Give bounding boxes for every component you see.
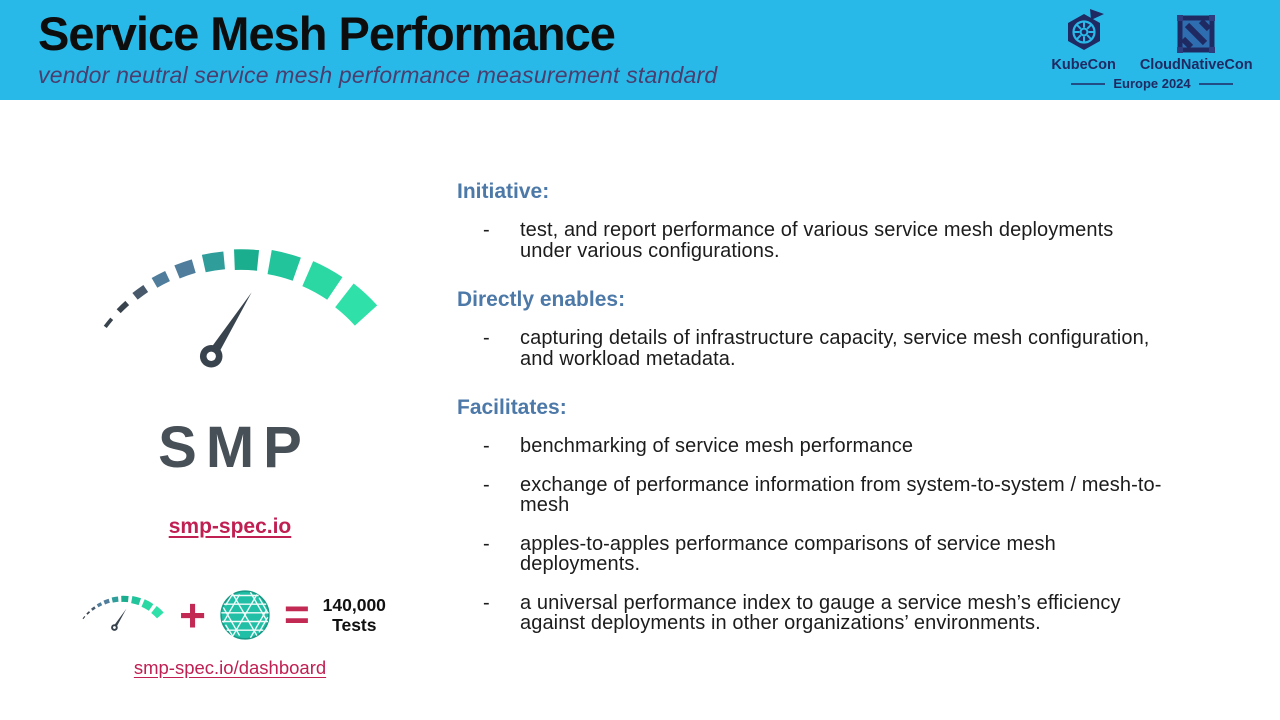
- event-edition: Europe 2024: [1113, 76, 1191, 91]
- section-facilitates: Facilitates: - benchmarking of service m…: [457, 397, 1197, 634]
- smp-gauge-logo: [75, 220, 385, 408]
- bullet-marker: -: [483, 219, 490, 241]
- smp-logo-column: SMP smp-spec.io +: [40, 180, 420, 679]
- section-heading: Initiative:: [457, 180, 550, 203]
- bullet-marker: -: [483, 532, 490, 555]
- content-column: Initiative: - test, and report performan…: [457, 181, 1197, 662]
- event-badge: KubeCon CloudNativeCon: [1051, 8, 1253, 91]
- event-logo-row: KubeCon CloudNativeCon: [1051, 8, 1253, 73]
- bullet-marker: -: [483, 473, 490, 496]
- plus-sign: +: [179, 589, 206, 641]
- bullet-text: test, and report performance of various …: [520, 219, 1114, 262]
- mini-gauge-icon: [74, 587, 166, 643]
- bullet-item: - benchmarking of service mesh performan…: [457, 436, 1197, 457]
- edition-line-left: [1071, 82, 1106, 85]
- bullet-item: - exchange of performance information fr…: [457, 473, 1197, 516]
- bullet-text: a universal performance index to gauge a…: [520, 591, 1121, 634]
- event-edition-row: Europe 2024: [1052, 76, 1252, 91]
- cloudnativecon-cncf-icon: [1177, 15, 1216, 53]
- smp-logo-wordmark: SMP: [158, 415, 311, 480]
- cloudnativecon-label: CloudNativeCon: [1139, 57, 1253, 73]
- slide-title: Service Mesh Performance: [38, 7, 616, 60]
- bullet-item: - apples-to-apples performance compariso…: [457, 532, 1197, 575]
- cloudnativecon-block: CloudNativeCon: [1128, 14, 1253, 73]
- edition-line-right: [1198, 82, 1233, 85]
- mesh-sphere-icon: [220, 590, 270, 640]
- kubecon-label: KubeCon: [1051, 57, 1116, 73]
- tests-value: 140,000: [322, 594, 386, 615]
- bullet-text: benchmarking of service mesh performance: [520, 435, 914, 457]
- bullet-item: - capturing details of infrastructure ca…: [457, 328, 1197, 369]
- bullet-marker: -: [483, 435, 490, 457]
- tests-label: Tests: [332, 615, 377, 635]
- bullet-marker: -: [483, 591, 490, 614]
- kubecon-helm-wheel-icon: [1067, 9, 1104, 50]
- section-heading: Directly enables:: [457, 288, 626, 311]
- section-initiative: Initiative: - test, and report performan…: [457, 181, 1197, 261]
- tests-formula-row: +: [40, 587, 420, 643]
- bullet-item: - test, and report performance of variou…: [457, 220, 1197, 261]
- equals-sign: =: [283, 590, 310, 639]
- bullet-text: apples-to-apples performance comparisons…: [520, 532, 1056, 575]
- smp-spec-link[interactable]: smp-spec.io: [168, 515, 292, 538]
- bullet-marker: -: [483, 327, 490, 349]
- tests-count: 140,000 Tests: [323, 595, 386, 635]
- header-band: Service Mesh Performance vendor neutral …: [0, 0, 1280, 100]
- kubecon-block: KubeCon: [1051, 8, 1127, 73]
- speedometer-gauge-icon: [103, 249, 378, 368]
- bullet-text: exchange of performance information from…: [520, 473, 1162, 516]
- gauge-needle: [206, 292, 252, 359]
- bullet-text: capturing details of infrastructure capa…: [520, 327, 1150, 370]
- section-directly-enables: Directly enables: - capturing details of…: [457, 289, 1197, 369]
- dashboard-link[interactable]: smp-spec.io/dashboard: [133, 657, 327, 678]
- section-heading: Facilitates:: [457, 396, 567, 419]
- bullet-item: - a universal performance index to gauge…: [457, 591, 1197, 634]
- slide-subtitle: vendor neutral service mesh performance …: [38, 62, 718, 88]
